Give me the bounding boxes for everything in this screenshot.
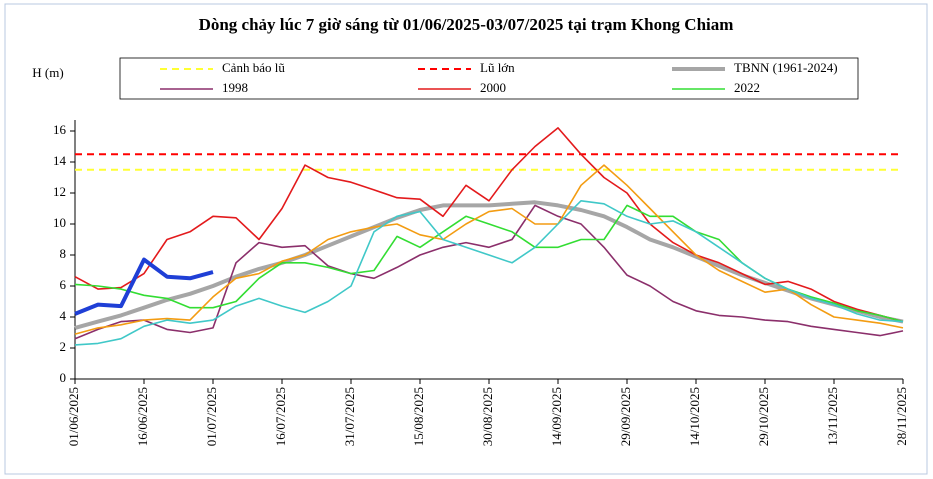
legend-label: 2022 — [734, 80, 760, 95]
x-tick-label: 28/11/2025 — [894, 387, 909, 446]
series-line — [74, 204, 904, 340]
x-tick-label: 01/06/2025 — [66, 387, 81, 446]
y-tick-label: 12 — [53, 184, 66, 199]
x-tick-label: 14/09/2025 — [549, 387, 564, 446]
x-tick-label: 30/08/2025 — [480, 387, 495, 446]
legend — [119, 57, 859, 100]
series-line — [74, 204, 904, 323]
series-line — [74, 200, 904, 330]
series-line — [74, 257, 214, 316]
x-tick-label: 31/07/2025 — [342, 387, 357, 446]
legend-label: 1998 — [222, 80, 248, 95]
y-tick-label: 2 — [60, 339, 67, 354]
y-tick-label: 4 — [60, 308, 67, 323]
x-tick-label: 15/08/2025 — [411, 387, 426, 446]
y-tick-label: 6 — [60, 277, 67, 292]
y-tick-label: 8 — [60, 246, 67, 261]
x-tick-label: 29/09/2025 — [618, 387, 633, 446]
x-tick-label: 13/11/2025 — [825, 387, 840, 446]
legend-label: TBNN (1961-2024) — [734, 60, 838, 75]
series-line — [74, 164, 904, 335]
chart-frame — [4, 3, 928, 475]
y-tick-label: 16 — [53, 122, 67, 137]
legend-label: Lũ lớn — [480, 60, 515, 75]
y-tick-label: 10 — [53, 215, 66, 230]
x-tick-label: 16/07/2025 — [273, 387, 288, 446]
x-tick-label: 16/06/2025 — [135, 387, 150, 446]
x-tick-label: 14/10/2025 — [687, 387, 702, 446]
chart-title: Dòng chảy lúc 7 giờ sáng từ 01/06/2025-0… — [199, 15, 734, 34]
series-line — [74, 200, 904, 346]
y-tick-label: 0 — [60, 370, 67, 385]
x-tick-label: 01/07/2025 — [204, 387, 219, 446]
legend-label: Cảnh báo lũ — [222, 60, 285, 75]
legend-label: 2000 — [480, 80, 506, 95]
series-line — [74, 127, 904, 323]
x-tick-label: 29/10/2025 — [756, 387, 771, 446]
y-axis-label: H (m) — [32, 65, 63, 80]
y-tick-label: 14 — [53, 153, 67, 168]
